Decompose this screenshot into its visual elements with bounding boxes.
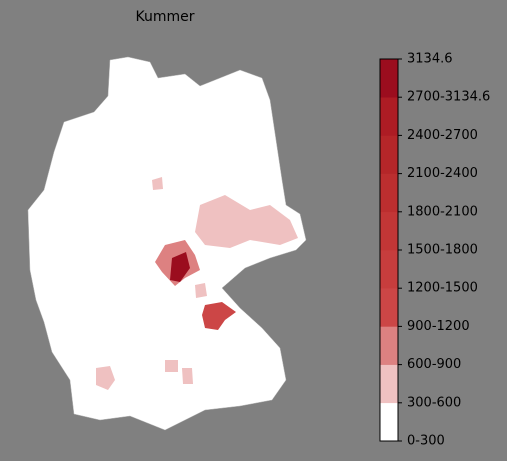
colorbar-segment [380,326,398,365]
colorbar-label: 2100-2400 [407,166,478,181]
region-shaded [182,368,193,384]
colorbar-label: 3134.6 [407,52,453,67]
map-title: Kummer [135,9,194,25]
region-shaded [170,252,190,282]
region-shaded [195,283,207,298]
colorbar-segment [380,135,398,174]
colorbar-segment [380,59,398,98]
colorbar-segment [380,97,398,136]
colorbar-label: 1500-1800 [407,243,478,258]
colorbar-label: 600-900 [407,357,461,372]
colorbar-segment [380,402,398,442]
region-shaded [195,195,298,248]
colorbar-label: 300-600 [407,395,461,410]
colorbar-label: 900-1200 [407,319,470,334]
region-shaded [202,302,236,330]
country-outline [27,56,307,431]
colorbar: 0-300 300-600 600-900 900-1200 1200-1500 1500… [379,52,490,449]
colorbar-segment [380,211,398,251]
region-shaded [165,360,178,372]
colorbar-label: 1800-2100 [407,204,478,219]
colorbar-segment [380,173,398,213]
colorbar-label: 1200-1500 [407,281,478,296]
region-shaded [96,366,115,390]
colorbar-segment [380,288,398,327]
colorbar-label: 2700-3134.6 [407,90,490,105]
colorbar-segment [380,250,398,289]
colorbar-label: 0-300 [407,434,445,449]
region-shaded [152,177,163,190]
colorbar-segment [380,364,398,404]
germany-map [27,56,307,431]
colorbar-label: 2400-2700 [407,128,478,143]
